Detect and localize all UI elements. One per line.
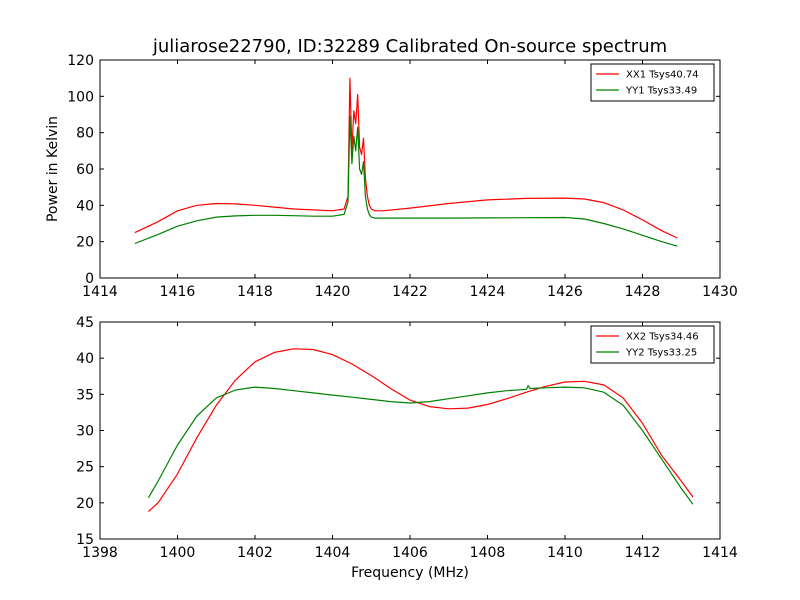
y-tick-label: 40 (76, 198, 94, 214)
x-tick-label: 1418 (237, 284, 273, 300)
legend-box (590, 325, 715, 364)
x-tick-label: 1404 (315, 545, 351, 561)
legend-entry-label: XX2 Tsys34.46 (626, 332, 699, 343)
x-tick-label: 1426 (547, 284, 583, 300)
y-tick-label: 0 (85, 271, 94, 287)
y-tick-label: 80 (76, 126, 94, 142)
x-tick-label: 1428 (625, 284, 661, 300)
y-tick-label: 25 (76, 460, 94, 476)
x-tick-label: 1414 (702, 545, 738, 561)
y-tick-label: 40 (76, 351, 94, 367)
bottom-spectrum-panel: 1398 1400 1402 1404 1406 1408 1410 1412 1414 15 20… (76, 315, 738, 581)
legend-entry-label: XX1 Tsys40.74 (626, 70, 699, 81)
x-tick-label: 1412 (625, 545, 661, 561)
x-tick-label: 1422 (392, 284, 428, 300)
legend: XX2 Tsys34.46 YY2 Tsys33.25 (590, 325, 715, 364)
y-tick-label: 15 (76, 532, 94, 548)
y-axis-label: Power in Kelvin (45, 116, 61, 222)
y-tick-label: 120 (67, 53, 94, 69)
y-tick-label: 20 (76, 496, 94, 512)
legend: XX1 Tsys40.74 YY1 Tsys33.49 (590, 63, 715, 102)
x-tick-label: 1416 (160, 284, 196, 300)
y-tick-label: 45 (76, 315, 94, 331)
x-tick-label: 1398 (82, 545, 118, 561)
series-line-xx-1 (134, 77, 678, 239)
x-tick-label: 1410 (547, 545, 583, 561)
y-tick-label: 35 (76, 387, 94, 403)
series-line-yy-1 (134, 115, 678, 247)
y-tick-label: 30 (76, 424, 94, 440)
series-line-xx-2 (147, 348, 694, 512)
y-tick-label: 60 (76, 162, 94, 178)
figure-title: juliarose22790, ID:32289 Calibrated On-s… (152, 36, 667, 57)
legend-box (590, 63, 715, 102)
x-tick-label: 1430 (702, 284, 738, 300)
x-tick-label: 1406 (392, 545, 428, 561)
x-tick-label: 1420 (315, 284, 351, 300)
series-line-yy-2 (147, 385, 694, 505)
legend-entry-label: YY2 Tsys33.25 (625, 348, 697, 359)
x-tick-label: 1414 (82, 284, 118, 300)
x-tick-label: 1424 (470, 284, 506, 300)
y-tick-label: 100 (67, 89, 94, 105)
y-tick-label: 20 (76, 235, 94, 251)
x-axis-label: Frequency (MHz) (351, 565, 469, 581)
x-tick-label: 1408 (470, 545, 506, 561)
legend-entry-label: YY1 Tsys33.49 (625, 86, 697, 97)
x-tick-label: 1400 (160, 545, 196, 561)
x-tick-label: 1402 (237, 545, 273, 561)
top-spectrum-panel: 1414 1416 1418 1420 1422 1424 1426 1428 1430 0 20 4… (45, 53, 738, 300)
